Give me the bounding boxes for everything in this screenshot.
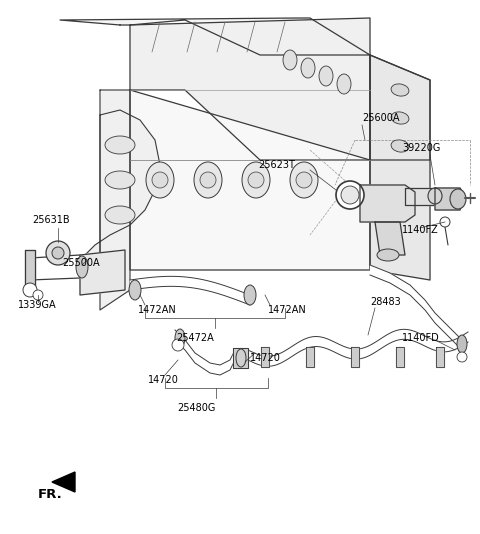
Polygon shape [435, 188, 465, 210]
Polygon shape [30, 255, 80, 280]
Ellipse shape [337, 74, 351, 94]
Circle shape [336, 181, 364, 209]
Text: 1472AN: 1472AN [268, 305, 307, 315]
Text: 25500A: 25500A [62, 258, 100, 268]
Polygon shape [233, 348, 248, 368]
Text: FR.: FR. [38, 489, 63, 501]
Ellipse shape [244, 285, 256, 305]
Polygon shape [306, 347, 314, 367]
Text: 39220G: 39220G [402, 143, 440, 153]
Text: 25623T: 25623T [258, 160, 295, 170]
Polygon shape [370, 55, 430, 160]
Text: 14720: 14720 [250, 353, 281, 363]
Polygon shape [80, 250, 125, 295]
Ellipse shape [105, 136, 135, 154]
Ellipse shape [391, 140, 409, 152]
Ellipse shape [377, 249, 399, 261]
Ellipse shape [105, 171, 135, 189]
Ellipse shape [391, 112, 409, 124]
Ellipse shape [391, 84, 409, 96]
Ellipse shape [76, 256, 88, 278]
Circle shape [248, 172, 264, 188]
Polygon shape [130, 18, 370, 160]
Polygon shape [375, 222, 405, 255]
Circle shape [23, 283, 37, 297]
Circle shape [341, 186, 359, 204]
Circle shape [33, 290, 43, 300]
Ellipse shape [283, 50, 297, 70]
Text: 25600A: 25600A [362, 113, 399, 123]
Polygon shape [405, 188, 435, 205]
Polygon shape [370, 55, 430, 280]
Ellipse shape [428, 188, 442, 204]
Polygon shape [396, 347, 404, 367]
Circle shape [440, 217, 450, 227]
Text: 14720: 14720 [148, 375, 179, 385]
Text: 25472A: 25472A [176, 333, 214, 343]
Circle shape [200, 172, 216, 188]
Circle shape [152, 172, 168, 188]
Circle shape [172, 339, 184, 351]
Circle shape [52, 247, 64, 259]
Circle shape [46, 241, 70, 265]
Text: 1140FD: 1140FD [402, 333, 440, 343]
Text: 25480G: 25480G [177, 403, 215, 413]
Polygon shape [360, 185, 415, 222]
Polygon shape [261, 347, 269, 367]
Text: 1339GA: 1339GA [18, 300, 57, 310]
Text: 1140FZ: 1140FZ [402, 225, 439, 235]
Polygon shape [25, 250, 35, 288]
Ellipse shape [290, 162, 318, 198]
Circle shape [296, 172, 312, 188]
Text: 28483: 28483 [370, 297, 401, 307]
Ellipse shape [242, 162, 270, 198]
Ellipse shape [450, 189, 466, 209]
Polygon shape [80, 110, 160, 290]
Polygon shape [100, 90, 130, 310]
Text: 25631B: 25631B [32, 215, 70, 225]
Ellipse shape [457, 335, 467, 353]
Polygon shape [52, 472, 75, 492]
Ellipse shape [236, 349, 246, 367]
Ellipse shape [194, 162, 222, 198]
Circle shape [457, 352, 467, 362]
Ellipse shape [146, 162, 174, 198]
Ellipse shape [319, 66, 333, 86]
Polygon shape [436, 347, 444, 367]
Polygon shape [351, 347, 359, 367]
Polygon shape [60, 18, 370, 55]
Ellipse shape [175, 329, 185, 347]
Text: 1472AN: 1472AN [138, 305, 177, 315]
Ellipse shape [105, 206, 135, 224]
Ellipse shape [129, 280, 141, 300]
Polygon shape [130, 90, 370, 270]
Ellipse shape [301, 58, 315, 78]
